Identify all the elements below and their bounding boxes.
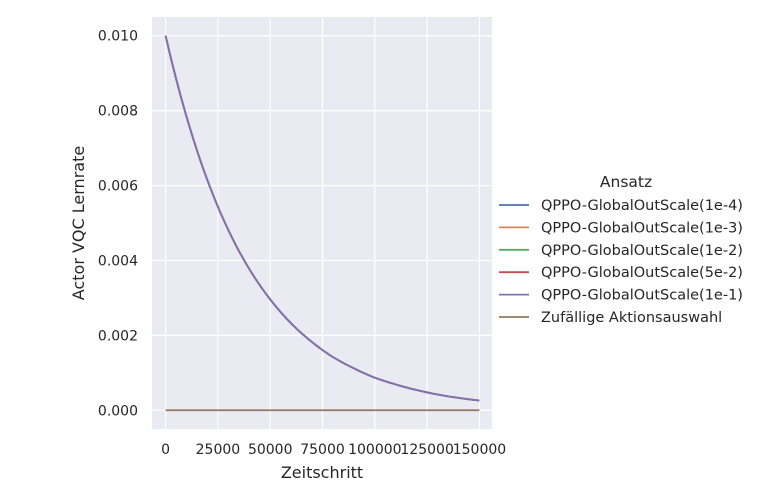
legend-label: QPPO-GlobalOutScale(1e-4) (541, 198, 743, 214)
x-tick-label: 125000 (400, 442, 453, 458)
legend: Ansatz QPPO-GlobalOutScale(1e-4)QPPO-Glo… (499, 173, 743, 326)
legend-item: QPPO-GlobalOutScale(1e-4) (499, 198, 743, 214)
series-lines (164, 35, 480, 412)
y-tick-label: 0.006 (98, 179, 138, 195)
legend-item: QPPO-GlobalOutScale(5e-2) (499, 265, 743, 281)
x-tick-label: 100000 (348, 442, 401, 458)
legend-item: QPPO-GlobalOutScale(1e-1) (499, 288, 743, 304)
legend-label: QPPO-GlobalOutScale(1e-1) (541, 288, 743, 304)
y-tick-label: 0.002 (98, 328, 138, 344)
legend-label: QPPO-GlobalOutScale(5e-2) (541, 265, 743, 281)
series-line-4 (164, 35, 480, 402)
y-axis-title: Actor VQC Lernrate (69, 146, 88, 300)
y-tick-label: 0.004 (98, 253, 138, 269)
legend-label: QPPO-GlobalOutScale(1e-2) (541, 243, 743, 259)
legend-items: QPPO-GlobalOutScale(1e-4) QPPO-GlobalOutS… (499, 198, 743, 326)
x-tick-label: 150000 (453, 442, 506, 458)
x-tick-label: 75000 (300, 442, 345, 458)
legend-item: QPPO-GlobalOutScale(1e-3) (499, 220, 743, 236)
x-axis-title: Zeitschritt (281, 463, 363, 482)
legend-label: Zufällige Aktionsauswahl (541, 310, 722, 326)
y-tick-label: 0.000 (98, 403, 138, 419)
y-tick-label: 0.008 (98, 104, 138, 120)
legend-title: Ansatz (600, 173, 652, 191)
y-axis-ticks: 0.000 0.002 0.004 0.006 0.008 0.010 (98, 29, 138, 420)
legend-label: QPPO-GlobalOutScale(1e-3) (541, 220, 743, 236)
x-tick-label: 50000 (248, 442, 293, 458)
x-tick-label: 0 (161, 442, 170, 458)
y-tick-label: 0.010 (98, 29, 138, 45)
legend-item: QPPO-GlobalOutScale(1e-2) (499, 243, 743, 259)
x-tick-label: 25000 (196, 442, 241, 458)
legend-item: Zufällige Aktionsauswahl (499, 310, 722, 326)
